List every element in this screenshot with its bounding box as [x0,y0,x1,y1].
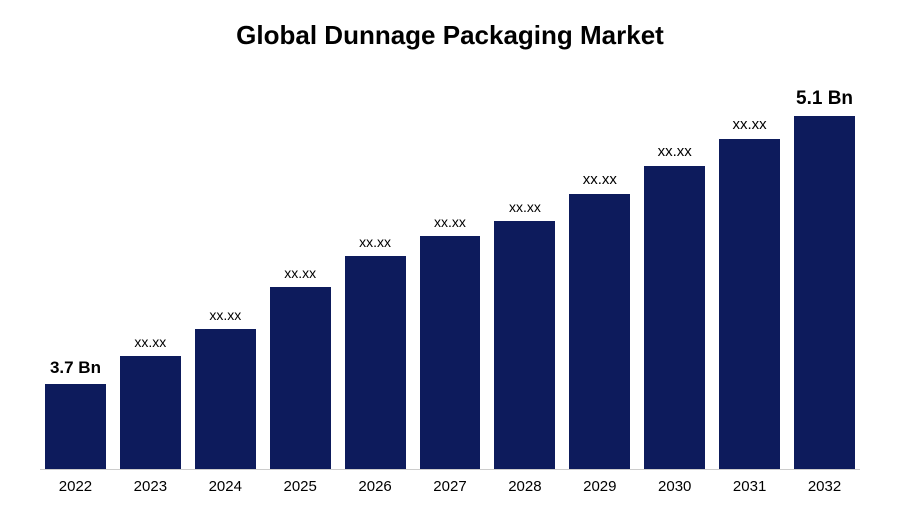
bar-value-label: xx.xx [359,234,391,250]
x-axis-label: 2031 [719,478,780,495]
bar-group: xx.xx [494,81,555,469]
bar-value-label: 5.1 Bn [796,88,853,110]
bar-group: xx.xx [270,81,331,469]
bar [45,384,106,469]
bar [794,116,855,469]
bar [644,166,705,469]
bar [345,256,406,469]
bars-container: 3.7 Bn xx.xx xx.xx xx.xx xx.xx xx.xx xx.xx xx.x… [40,81,860,470]
x-axis-label: 2024 [195,478,256,495]
bar-group: 3.7 Bn [45,81,106,469]
bar [569,194,630,469]
x-axis-label: 2029 [569,478,630,495]
x-axis-label: 2030 [644,478,705,495]
bar-group: 5.1 Bn [794,81,855,469]
bar-group: xx.xx [644,81,705,469]
bar-value-label: xx.xx [434,214,466,230]
bar-group: xx.xx [195,81,256,469]
bar [270,287,331,469]
x-axis-label: 2027 [420,478,481,495]
chart-title: Global Dunnage Packaging Market [40,20,860,51]
bar [420,236,481,469]
bar-value-label: xx.xx [733,116,767,133]
x-axis-label: 2026 [345,478,406,495]
bar-value-label: xx.xx [658,143,692,160]
bar [494,221,555,469]
bar-value-label: xx.xx [583,171,617,188]
bar [120,356,181,469]
x-axis-label: 2025 [270,478,331,495]
bar-value-label: xx.xx [509,199,541,215]
bar-group: xx.xx [345,81,406,469]
x-axis-label: 2032 [794,478,855,495]
bar-value-label: xx.xx [209,307,241,323]
bar [719,139,780,469]
x-axis-label: 2028 [494,478,555,495]
bar-value-label: 3.7 Bn [50,358,101,378]
x-axis: 2022 2023 2024 2025 2026 2027 2028 2029 2030 2031… [40,470,860,495]
x-axis-label: 2023 [120,478,181,495]
bar [195,329,256,469]
bar-value-label: xx.xx [134,334,166,350]
bar-value-label: xx.xx [284,265,316,281]
bar-group: xx.xx [420,81,481,469]
x-axis-label: 2022 [45,478,106,495]
bar-group: xx.xx [120,81,181,469]
chart-area: 3.7 Bn xx.xx xx.xx xx.xx xx.xx xx.xx xx.xx xx.x… [40,81,860,495]
bar-group: xx.xx [719,81,780,469]
bar-group: xx.xx [569,81,630,469]
